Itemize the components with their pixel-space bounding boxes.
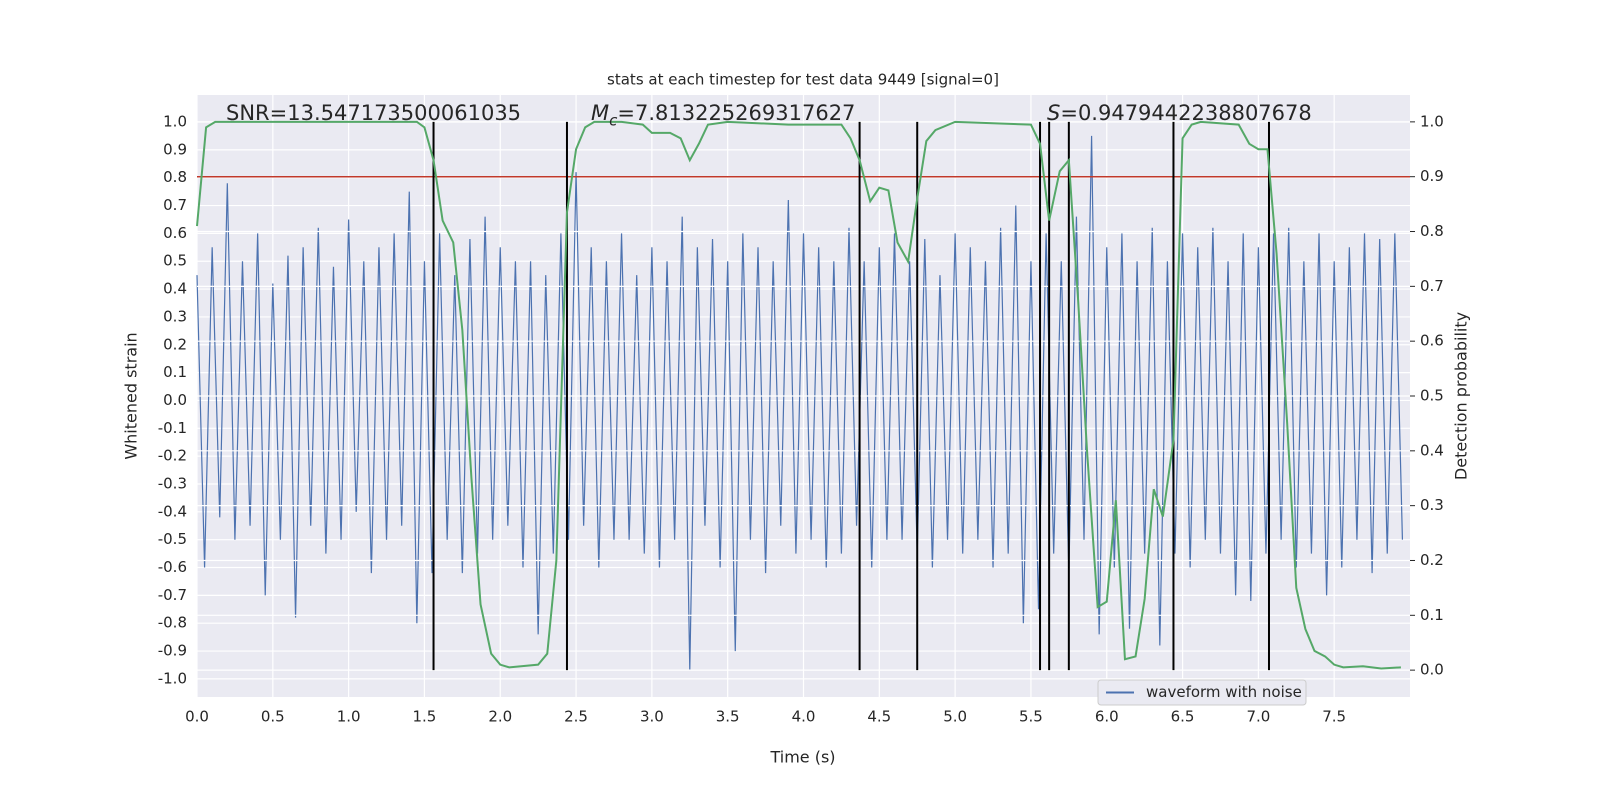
y-axis-label: Whitened strain [122, 332, 141, 459]
y-tick-label: 0.9 [163, 140, 187, 158]
series-line [196, 135, 1404, 671]
y-tick-label: 1.0 [163, 113, 187, 131]
y2-tick-label: 0.5 [1420, 387, 1444, 405]
annotation-symbol: S [1047, 101, 1060, 125]
y2-tick-label: 1.0 [1420, 112, 1444, 130]
y-tick-label: 0.2 [163, 335, 187, 353]
y-tick-label: -0.7 [158, 586, 187, 604]
y-tick-label: -0.2 [158, 447, 187, 465]
x-tick-label: 1.5 [413, 708, 437, 726]
y-tick-label: -0.3 [158, 474, 187, 492]
y-tick-label: 0.0 [163, 391, 187, 409]
annotation-subscript: c [609, 112, 618, 130]
y-tick-label: 0.7 [163, 196, 187, 214]
x-tick-label: 2.5 [564, 708, 588, 726]
y2-tick-label: 0.1 [1420, 606, 1444, 624]
y2-tick-label: 0.2 [1420, 551, 1444, 569]
y-tick-label: 0.1 [163, 363, 187, 381]
y-tick-label: 0.8 [163, 168, 187, 186]
x-tick-label: 7.5 [1322, 708, 1346, 726]
x-axis-label: Time (s) [769, 748, 835, 767]
legend-box [1097, 679, 1307, 706]
x-tick-label: 5.0 [943, 708, 967, 726]
y-tick-label: -0.5 [158, 530, 187, 548]
annotation: =0.9479442238807678 [1060, 101, 1311, 125]
x-tick-label: 3.5 [716, 708, 740, 726]
x-tick-label: 4.0 [792, 708, 816, 726]
y2-axis-label: Detection probability [1452, 312, 1471, 480]
y-tick-label: 0.3 [163, 307, 187, 325]
annotation: =7.813225269317627 [617, 101, 855, 125]
y-tick-label: 0.4 [163, 280, 187, 298]
y2-tick-label: 0.3 [1420, 496, 1444, 514]
series-line [196, 120, 1401, 670]
legend-label: waveform with noise [1146, 683, 1302, 701]
x-tick-label: 1.0 [337, 708, 361, 726]
annotation-symbol: M [591, 101, 609, 125]
y2-tick-label: 0.7 [1420, 277, 1444, 295]
x-tick-label: 0.0 [185, 708, 209, 726]
y2-tick-label: 0.6 [1420, 332, 1444, 350]
x-tick-label: 6.0 [1095, 708, 1119, 726]
y2-tick-label: 0.4 [1420, 441, 1444, 459]
chart-title: stats at each timestep for test data 944… [607, 71, 999, 89]
y2-tick-label: 0.8 [1420, 222, 1444, 240]
y-tick-label: -0.9 [158, 642, 187, 660]
y2-tick-label: 0.0 [1420, 661, 1444, 679]
x-tick-label: 7.0 [1246, 708, 1270, 726]
y-tick-label: -0.6 [158, 558, 187, 576]
y-tick-label: 0.6 [163, 224, 187, 242]
y2-tick-label: 0.9 [1420, 167, 1444, 185]
y-tick-label: -0.8 [158, 614, 187, 632]
x-tick-label: 3.0 [640, 708, 664, 726]
y-tick-label: -0.1 [158, 419, 187, 437]
x-tick-label: 2.0 [488, 708, 512, 726]
x-tick-label: 5.5 [1019, 708, 1043, 726]
annotation: SNR=13.547173500061035 [226, 101, 521, 125]
y-tick-label: 0.5 [163, 252, 187, 270]
x-tick-label: 4.5 [867, 708, 891, 726]
x-tick-label: 6.5 [1171, 708, 1195, 726]
x-tick-label: 0.5 [261, 708, 285, 726]
y-tick-label: -0.4 [158, 502, 187, 520]
y-tick-label: -1.0 [158, 669, 187, 687]
